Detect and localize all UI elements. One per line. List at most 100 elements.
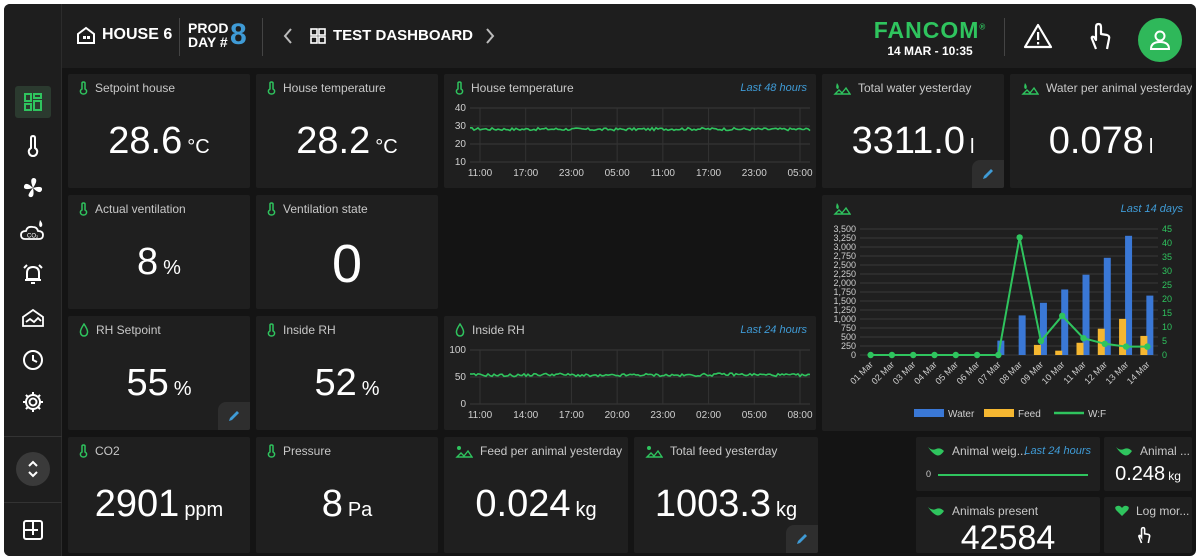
card-pressure[interactable]: Pressure 8 Pa xyxy=(256,437,438,553)
card-value: 3311.0 l xyxy=(822,120,1004,163)
card-title: House temperature xyxy=(455,81,574,95)
card-title-text: Actual ventilation xyxy=(95,202,186,216)
card-inside-rh-chart[interactable]: Inside RH Last 24 hours 0 50 100 11:00 14:00… xyxy=(444,316,816,430)
y-tick-label: 30 xyxy=(455,121,467,132)
time-range-link[interactable]: Last 24 hours xyxy=(740,324,807,336)
edit-button[interactable] xyxy=(218,402,250,430)
y-right-tick-label: 45 xyxy=(1162,224,1172,234)
card-water-feed-chart[interactable]: Last 14 days 0 250 500 750 1,000 1,250 1,500 1,… xyxy=(822,195,1192,431)
time-range-link[interactable]: Last 24 hours xyxy=(1024,445,1091,457)
x-tick-label: 17:00 xyxy=(559,410,584,421)
pencil-icon xyxy=(983,169,993,179)
x-tick-label: 12 Mar xyxy=(1082,359,1109,386)
x-tick-label: 20:00 xyxy=(605,410,630,421)
card-title: Inside RH xyxy=(267,323,336,337)
card-title-text: Setpoint house xyxy=(95,81,176,95)
y-left-tick-label: 3,000 xyxy=(833,242,856,252)
card-title-text: Ventilation state xyxy=(283,202,368,216)
card-setpoint-house[interactable]: Setpoint house 28.6 °C xyxy=(68,74,250,188)
value-unit: l xyxy=(969,136,975,158)
card-feed-per-animal[interactable]: Feed per animal yesterday 0.024 kg xyxy=(444,437,628,553)
house-icon xyxy=(77,26,95,44)
humidity-drop-icon xyxy=(455,323,465,337)
card-title-text: RH Setpoint xyxy=(96,323,161,337)
card-value: 0.024 kg xyxy=(444,483,628,526)
thermometer-icon xyxy=(267,202,276,216)
card-title-text: Total water yesterday xyxy=(858,81,972,95)
previous-dashboard-button[interactable] xyxy=(282,26,294,52)
thermometer-icon xyxy=(79,81,88,95)
card-animal-weight[interactable]: Animal weig... Last 24 hours 0 xyxy=(916,437,1100,491)
water-bar xyxy=(1146,295,1154,355)
card-water-per-animal[interactable]: Water per animal yesterday 0.078 l xyxy=(1010,74,1192,188)
value-number: 0.024 xyxy=(475,483,571,525)
card-total-water[interactable]: Total water yesterday 3311.0 l xyxy=(822,74,1004,188)
legend-label: Water xyxy=(948,409,975,420)
wf-point xyxy=(1037,337,1045,345)
value-unit: °C xyxy=(187,136,210,158)
touch-mode-button[interactable] xyxy=(1082,18,1118,54)
time-range-link[interactable]: Last 14 days xyxy=(1120,203,1183,215)
card-ventilation-state[interactable]: Ventilation state 0 xyxy=(256,195,438,309)
card-co2[interactable]: CO2 2901 ppm xyxy=(68,437,250,553)
next-dashboard-button[interactable] xyxy=(484,26,496,52)
value-unit: kg xyxy=(776,499,798,521)
log-button[interactable] xyxy=(1136,525,1152,550)
sidebar-item-climate[interactable] xyxy=(15,130,51,162)
pencil-icon xyxy=(797,534,807,544)
feed-bar xyxy=(1033,344,1041,355)
time-range-link[interactable]: Last 48 hours xyxy=(740,82,807,94)
edit-button[interactable] xyxy=(786,525,818,553)
x-tick-label: 14:00 xyxy=(513,410,538,421)
warning-icon xyxy=(1023,23,1053,49)
card-total-feed[interactable]: Total feed yesterday 1003.3 kg xyxy=(634,437,818,553)
sidebar-item-house[interactable] xyxy=(15,302,51,334)
card-title-text: Water per animal yesterday xyxy=(1046,81,1192,95)
sidebar-corner xyxy=(4,4,62,68)
sidebar-item-dashboard[interactable] xyxy=(15,86,51,118)
feed-bar xyxy=(1076,342,1084,355)
card-inside-rh[interactable]: Inside RH 52% xyxy=(256,316,438,430)
card-title-text: House temperature xyxy=(471,81,574,95)
add-widget-button[interactable] xyxy=(15,514,51,546)
card-house-temperature[interactable]: House temperature 28.2 °C xyxy=(256,74,438,188)
wf-line xyxy=(870,237,1148,356)
card-title: Total water yesterday xyxy=(833,81,971,95)
card-animals-present[interactable]: Animals present 42584 xyxy=(916,497,1100,553)
card-rh-setpoint[interactable]: RH Setpoint 55% xyxy=(68,316,250,430)
user-avatar-button[interactable] xyxy=(1138,18,1182,62)
sidebar-scroll-button[interactable] xyxy=(16,452,50,486)
card-actual-ventilation[interactable]: Actual ventilation 8% xyxy=(68,195,250,309)
water-bar xyxy=(1018,315,1026,355)
wf-point xyxy=(973,351,981,359)
water-icon xyxy=(833,82,851,95)
sidebar-item-air-quality[interactable]: CO₂ xyxy=(15,214,51,246)
house-selector[interactable]: HOUSE 6 xyxy=(76,26,172,44)
water-bar xyxy=(1125,235,1133,355)
legend-label: Feed xyxy=(1018,409,1041,420)
card-title: Animal ... xyxy=(1115,444,1190,458)
header-divider xyxy=(179,18,180,56)
user-icon xyxy=(1149,30,1171,50)
dashboard-icon xyxy=(24,93,42,111)
card-log-mortality[interactable]: Log mor... xyxy=(1104,497,1192,553)
y-left-tick-label: 2,000 xyxy=(833,278,856,288)
water-bar xyxy=(1082,274,1090,355)
sidebar-item-history[interactable] xyxy=(15,344,51,376)
x-tick-label: 13 Mar xyxy=(1104,359,1131,386)
sidebar-item-ventilation[interactable] xyxy=(15,172,51,204)
y-tick-label: 20 xyxy=(455,139,467,150)
alarm-button[interactable] xyxy=(1020,18,1056,54)
edit-button[interactable] xyxy=(972,160,1004,188)
card-animal-small[interactable]: Animal ... 0.248 kg xyxy=(1104,437,1192,491)
x-tick-label: 11:00 xyxy=(468,410,493,421)
feed-bar xyxy=(1140,335,1148,355)
house-label: HOUSE 6 xyxy=(102,26,173,43)
sidebar-item-settings[interactable] xyxy=(15,386,51,418)
water-feed-bar-chart: 02505007501,0001,2501,5001,7502,0002,250… xyxy=(833,224,1172,420)
header-divider xyxy=(1004,18,1005,56)
sidebar-item-alarms[interactable] xyxy=(15,258,51,290)
y-left-tick-label: 750 xyxy=(841,323,856,333)
card-house-temperature-chart[interactable]: House temperature Last 48 hours 10 20 30 40… xyxy=(444,74,816,188)
x-tick-label: 08:00 xyxy=(787,410,812,421)
